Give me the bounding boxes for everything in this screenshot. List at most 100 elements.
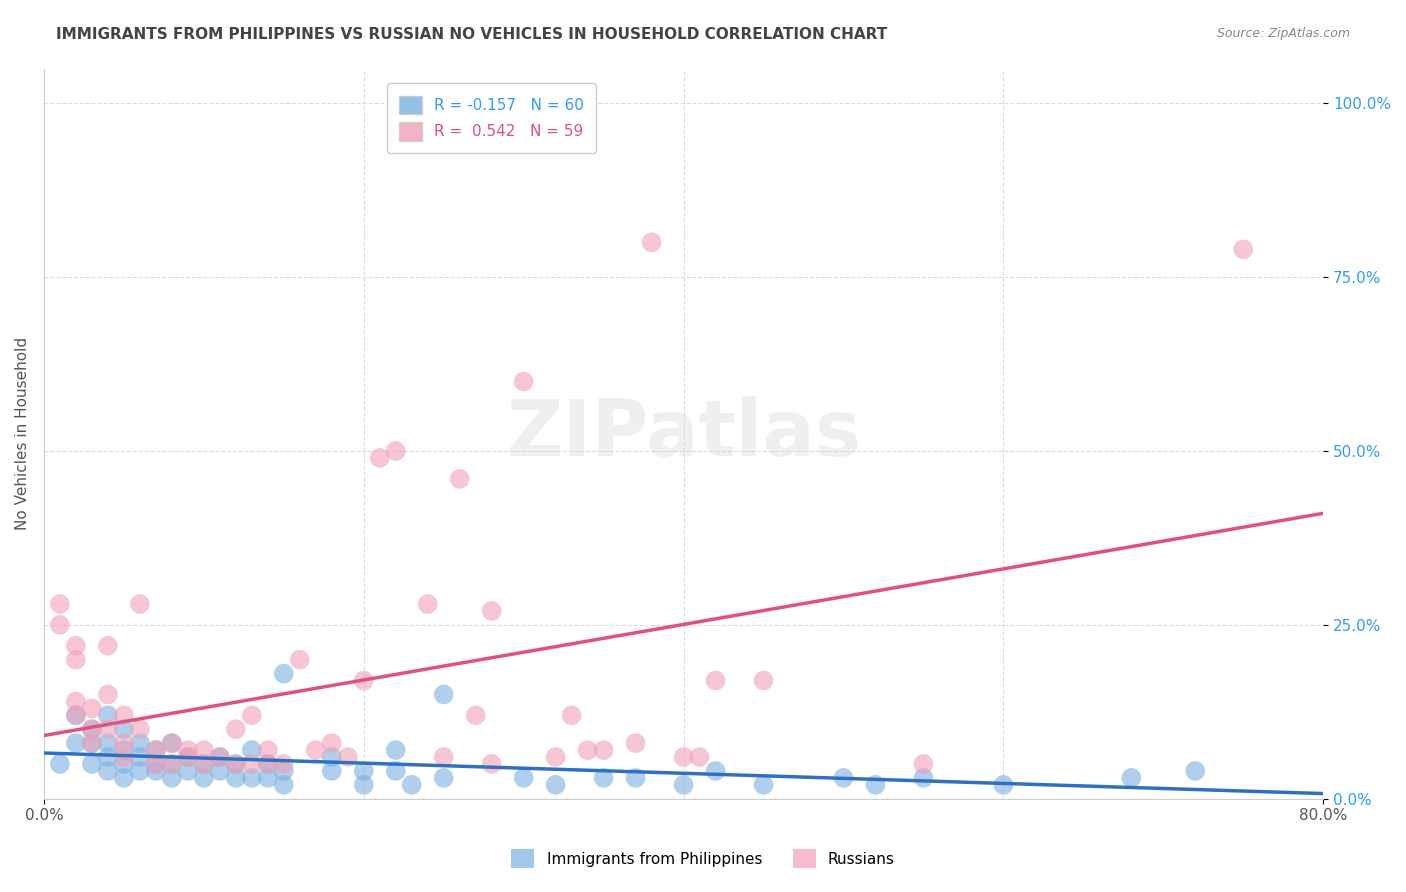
Point [80,723,103,737]
Point [208,750,231,764]
Point [97,764,120,778]
Point [384,444,406,458]
Point [624,736,647,750]
Point [225,756,247,771]
Point [672,750,695,764]
Point [49,597,72,611]
Point [993,778,1015,792]
Point [1232,243,1254,257]
Point [160,756,183,771]
Point [672,778,695,792]
Point [97,736,120,750]
Point [704,673,727,688]
Point [160,756,183,771]
Point [640,235,662,250]
Point [256,743,278,757]
Text: IMMIGRANTS FROM PHILIPPINES VS RUSSIAN NO VEHICLES IN HOUSEHOLD CORRELATION CHAR: IMMIGRANTS FROM PHILIPPINES VS RUSSIAN N… [56,27,887,42]
Point [305,743,328,757]
Point [592,743,614,757]
Point [145,743,167,757]
Point [240,756,263,771]
Point [321,764,343,778]
Point [193,743,215,757]
Point [193,756,215,771]
Point [225,723,247,737]
Point [193,771,215,785]
Point [865,778,887,792]
Point [576,743,599,757]
Point [384,743,406,757]
Point [512,375,534,389]
Point [97,750,120,764]
Point [384,764,406,778]
Point [752,778,775,792]
Point [112,736,135,750]
Point [80,736,103,750]
Point [128,764,150,778]
Point [128,723,150,737]
Point [177,750,200,764]
Point [128,597,150,611]
Point [544,750,567,764]
Point [353,673,375,688]
Point [97,708,120,723]
Point [112,723,135,737]
Text: Source: ZipAtlas.com: Source: ZipAtlas.com [1216,27,1350,40]
Point [288,653,311,667]
Point [80,701,103,715]
Point [240,708,263,723]
Legend: R = -0.157   N = 60, R =  0.542   N = 59: R = -0.157 N = 60, R = 0.542 N = 59 [387,84,596,153]
Point [145,756,167,771]
Point [1121,771,1143,785]
Point [912,756,935,771]
Point [832,771,855,785]
Text: ZIPatlas: ZIPatlas [506,396,860,472]
Point [752,673,775,688]
Point [97,639,120,653]
Point [481,604,503,618]
Point [225,756,247,771]
Point [177,743,200,757]
Point [112,750,135,764]
Point [225,771,247,785]
Point [449,472,471,486]
Point [689,750,711,764]
Point [97,723,120,737]
Point [240,743,263,757]
Point [128,736,150,750]
Point [49,756,72,771]
Point [353,778,375,792]
Point [273,666,295,681]
Point [273,764,295,778]
Point [240,771,263,785]
Point [544,778,567,792]
Point [336,750,359,764]
Point [561,708,583,723]
Y-axis label: No Vehicles in Household: No Vehicles in Household [15,337,30,530]
Point [112,708,135,723]
Legend: Immigrants from Philippines, Russians: Immigrants from Philippines, Russians [503,841,903,875]
Point [416,597,439,611]
Point [112,743,135,757]
Point [704,764,727,778]
Point [80,723,103,737]
Point [256,771,278,785]
Point [112,756,135,771]
Point [160,771,183,785]
Point [65,736,87,750]
Point [624,771,647,785]
Point [433,750,456,764]
Point [321,750,343,764]
Point [65,708,87,723]
Point [208,764,231,778]
Point [368,450,391,465]
Point [177,750,200,764]
Point [160,736,183,750]
Point [177,764,200,778]
Point [145,756,167,771]
Point [80,756,103,771]
Point [433,771,456,785]
Point [256,756,278,771]
Point [65,653,87,667]
Point [512,771,534,785]
